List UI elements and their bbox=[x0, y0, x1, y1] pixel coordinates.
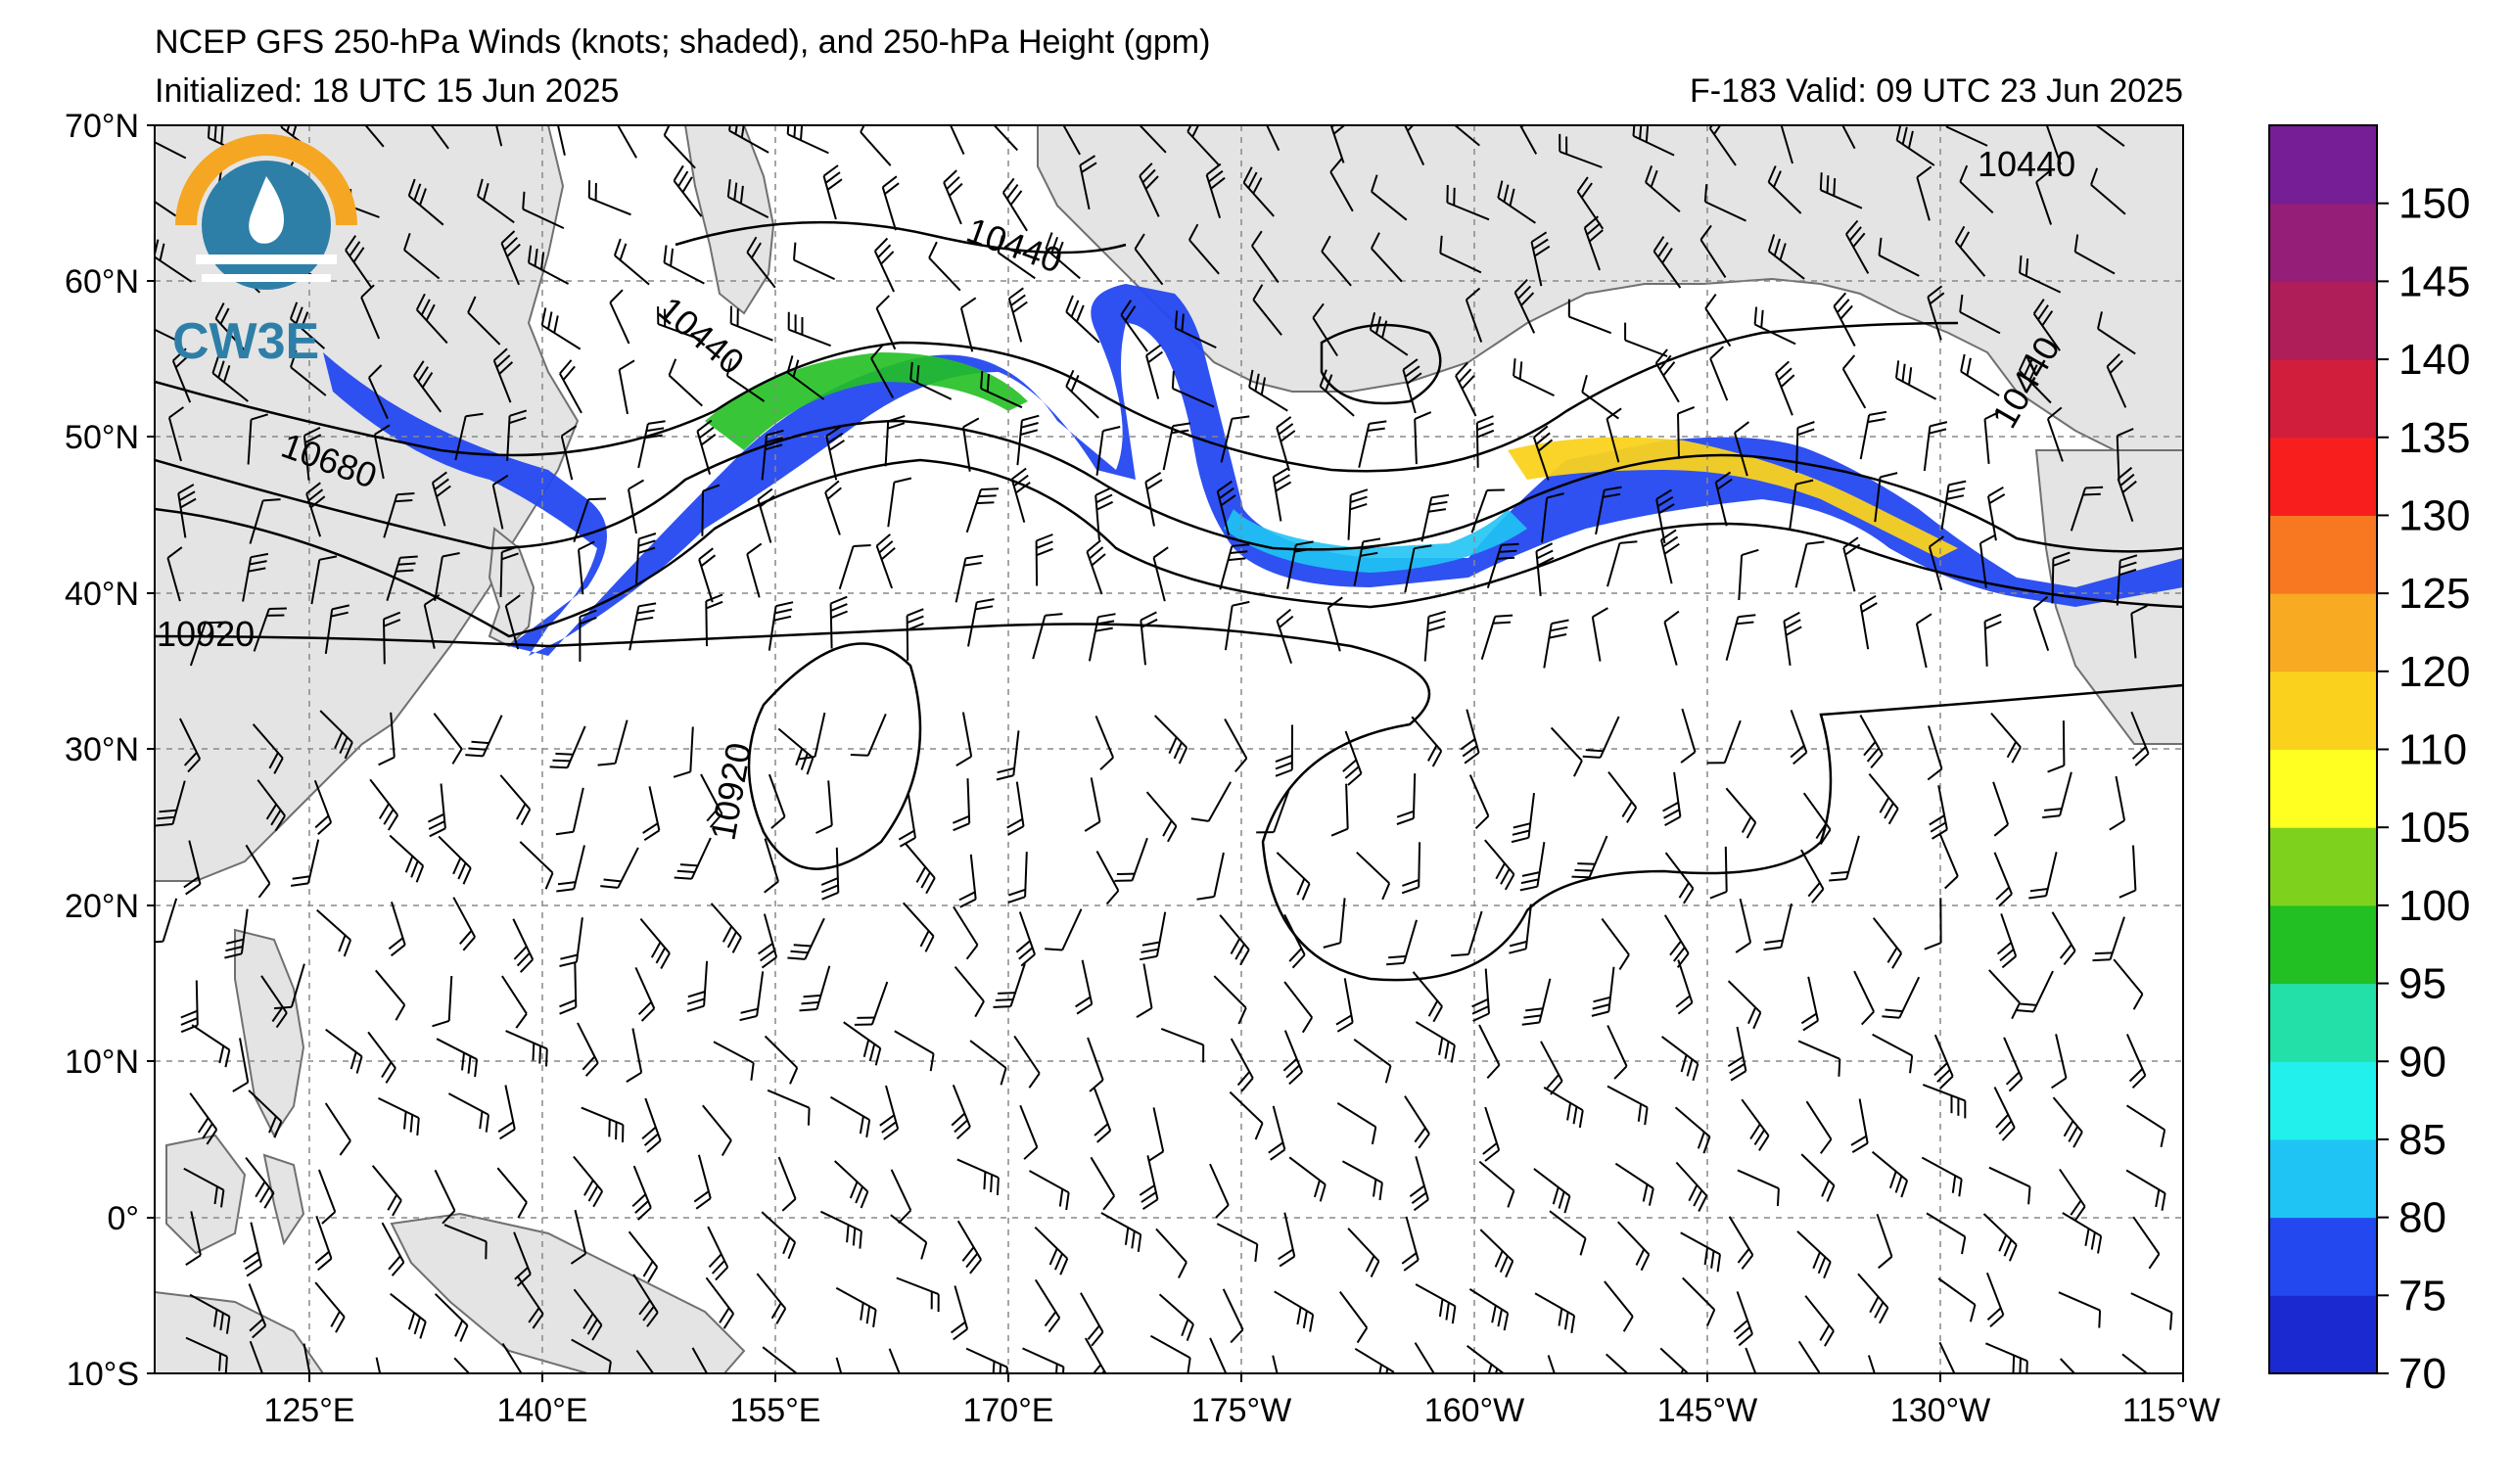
colorbar-tick-label: 80 bbox=[2398, 1194, 2446, 1242]
lat-label: 60°N bbox=[65, 263, 139, 301]
colorbar-tick-label: 135 bbox=[2398, 414, 2470, 462]
map-title: NCEP GFS 250-hPa Winds (knots; shaded), … bbox=[155, 23, 1210, 61]
colorbar-segment bbox=[2269, 750, 2377, 828]
lat-label: 70°N bbox=[65, 108, 139, 145]
colorbar-segment bbox=[2269, 1295, 2377, 1373]
colorbar-segment bbox=[2269, 125, 2377, 204]
colorbar-tick-label: 120 bbox=[2398, 648, 2470, 696]
colorbar-segment bbox=[2269, 672, 2377, 750]
lon-label: 175°W bbox=[1191, 1392, 1291, 1429]
colorbar-tick-label: 105 bbox=[2398, 804, 2470, 852]
colorbar-segment bbox=[2269, 1061, 2377, 1139]
colorbar-tick-label: 85 bbox=[2398, 1116, 2446, 1164]
lat-label: 30°N bbox=[65, 731, 139, 768]
colorbar-tick-label: 95 bbox=[2398, 960, 2446, 1008]
colorbar-segment bbox=[2269, 905, 2377, 984]
lon-label: 145°W bbox=[1657, 1392, 1757, 1429]
colorbar-segment bbox=[2269, 827, 2377, 905]
colorbar-tick-label: 75 bbox=[2398, 1272, 2446, 1320]
colorbar-tick-label: 100 bbox=[2398, 882, 2470, 930]
colorbar-segment bbox=[2269, 281, 2377, 359]
initialized-text: Initialized: 18 UTC 15 Jun 2025 bbox=[155, 72, 619, 110]
valid-time-text: F-183 Valid: 09 UTC 23 Jun 2025 bbox=[1690, 72, 2183, 110]
colorbar-segment bbox=[2269, 1218, 2377, 1296]
lat-label: 10°N bbox=[65, 1043, 139, 1081]
colorbar-tick-label: 125 bbox=[2398, 570, 2470, 618]
colorbar-tick-label: 90 bbox=[2398, 1038, 2446, 1086]
colorbar-segment bbox=[2269, 1139, 2377, 1218]
colorbar-segment bbox=[2269, 438, 2377, 516]
colorbar-segment bbox=[2269, 593, 2377, 672]
colorbar-tick-label: 145 bbox=[2398, 257, 2470, 305]
colorbar-segment bbox=[2269, 984, 2377, 1062]
lat-label: 50°N bbox=[65, 419, 139, 456]
lat-label: 40°N bbox=[65, 576, 139, 613]
longitude-labels: 125°E 140°E 155°E 170°E 175°W 160°W 145°… bbox=[263, 1392, 2219, 1429]
colorbar-segment bbox=[2269, 359, 2377, 438]
colorbar-tick-label: 140 bbox=[2398, 336, 2470, 384]
colorbar-tick-label: 110 bbox=[2398, 726, 2467, 774]
lat-label: 10°S bbox=[67, 1356, 139, 1393]
latitude-ticks bbox=[147, 125, 155, 1373]
lon-label: 170°E bbox=[962, 1392, 1053, 1429]
longitude-ticks bbox=[309, 1373, 2183, 1382]
lon-label: 125°E bbox=[263, 1392, 354, 1429]
lat-label: 20°N bbox=[65, 888, 139, 925]
lon-label: 115°W bbox=[2122, 1392, 2220, 1429]
contour-label: 10920 bbox=[157, 614, 255, 654]
colorbar-tick-label: 70 bbox=[2398, 1350, 2446, 1398]
logo-text: CW3E bbox=[172, 313, 319, 370]
latitude-labels: 70°N 60°N 50°N 40°N 30°N 20°N 10°N 0° 10… bbox=[65, 108, 139, 1393]
colorbar bbox=[2269, 125, 2377, 1374]
lon-label: 130°W bbox=[1890, 1392, 1990, 1429]
lat-label: 0° bbox=[107, 1200, 139, 1237]
colorbar-tick-label: 130 bbox=[2398, 491, 2470, 539]
lon-label: 160°W bbox=[1424, 1392, 1524, 1429]
lon-label: 155°E bbox=[729, 1392, 820, 1429]
lon-label: 140°E bbox=[496, 1392, 587, 1429]
colorbar-segment bbox=[2269, 204, 2377, 282]
colorbar-tick-label: 150 bbox=[2398, 180, 2470, 228]
colorbar-tick-labels: 150 145 140 135 130 125 120 110 105 100 95 90 85 80 75… bbox=[2377, 180, 2470, 1398]
colorbar-segment bbox=[2269, 515, 2377, 593]
